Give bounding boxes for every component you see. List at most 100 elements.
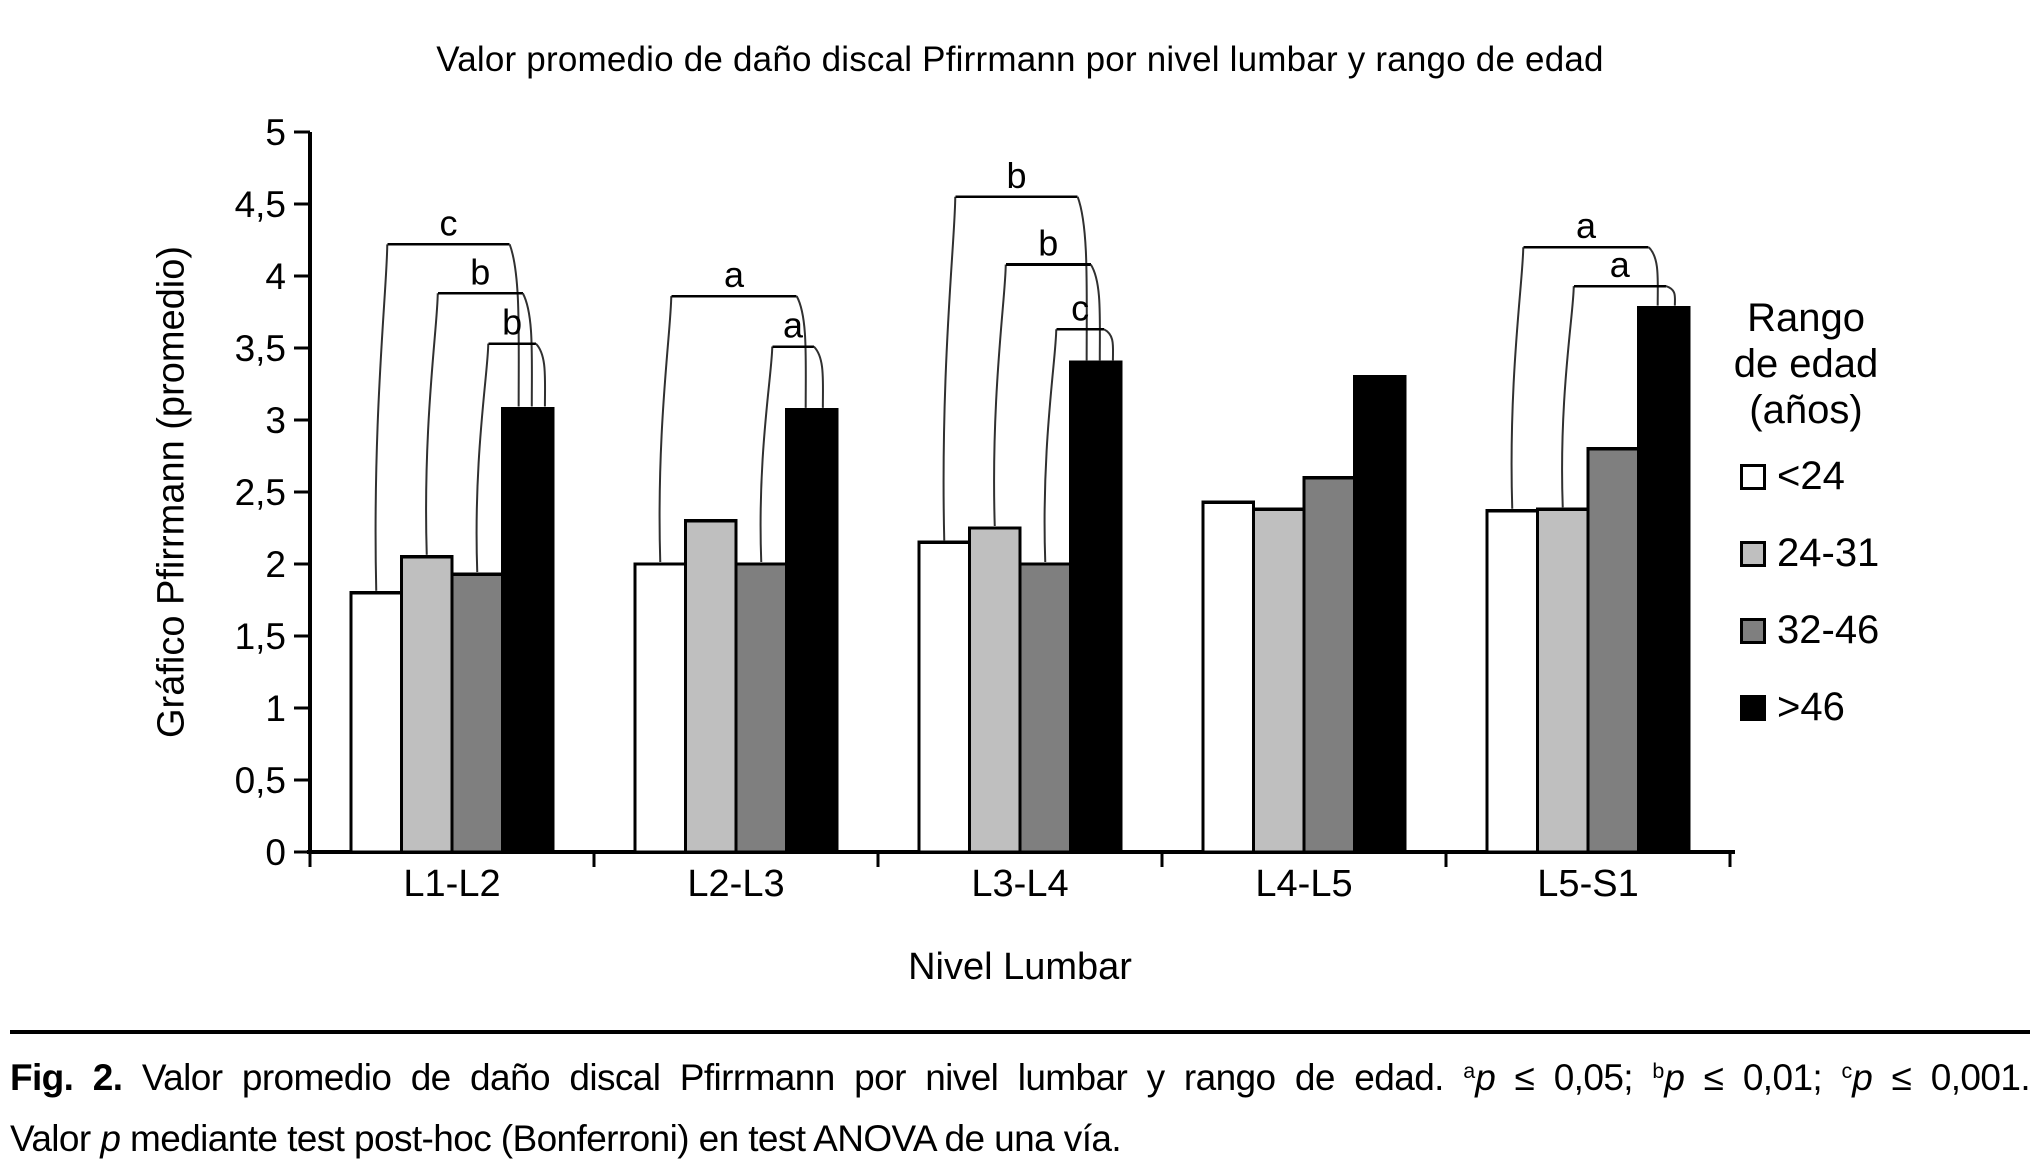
bracket-left-leg (1510, 247, 1525, 509)
caption-text-segment: Valor promedio de daño discal Pfirrmann … (122, 1057, 1464, 1098)
caption-text-segment: ≤ 0,001. (1872, 1057, 2031, 1098)
y-tick-label: 2,5 (235, 472, 286, 513)
y-tick-label: 2 (265, 544, 286, 585)
bracket-significance-label: a (1576, 205, 1597, 246)
legend-item-32-46: 32-46 (1740, 592, 1879, 669)
legend-item-24-31: 24-31 (1740, 515, 1879, 592)
legend-title-line: (años) (1749, 388, 1863, 432)
bracket-right-leg (1665, 285, 1677, 306)
legend-item-label: 24-31 (1777, 531, 1880, 575)
legend-title: Rango de edad (años) (1716, 295, 1896, 433)
bracket-right-leg (1647, 246, 1659, 306)
legend-item-label: >46 (1777, 685, 1845, 729)
pfirrmann-bar-chart: 0 0,5 1 1,5 2 2,5 3 3,5 4 4,5 5 L1-L2 L2-L3 L3-L4 L4-L… (235, 112, 1735, 905)
bracket-significance-label: b (1038, 222, 1058, 263)
caption-superscript: c (1841, 1059, 1853, 1084)
bracket-significance-label: a (1610, 244, 1631, 285)
y-tick-label: 5 (265, 112, 286, 153)
x-category-label: L5-S1 (1537, 863, 1638, 905)
caption-text-segment: p (1475, 1057, 1496, 1098)
bar-L5-S1-24-31 (1535, 507, 1590, 854)
bar-L4-L5-<24 (1201, 500, 1256, 854)
bracket-left-leg (425, 293, 439, 555)
bar-L4-L5-32-46 (1302, 475, 1357, 854)
bar-L3-L4-32-46 (1018, 562, 1073, 854)
bracket-right-leg (535, 342, 547, 407)
bar-L5-S1->46 (1636, 305, 1691, 854)
bar-L2-L3-24-31 (683, 519, 738, 854)
legend-swatch-icon (1740, 540, 1766, 567)
legend: Rango de edad (años) <24 24-31 32-46 >46 (1716, 295, 1916, 729)
bracket-significance-label: a (724, 254, 745, 295)
legend-item-label: <24 (1777, 454, 1845, 498)
bar-L3-L4->46 (1068, 360, 1123, 854)
caption-text-segment: p (1664, 1057, 1685, 1098)
bar-L4-L5->46 (1352, 375, 1407, 854)
bracket-right-leg (1076, 196, 1088, 361)
legend-swatch-icon (1740, 694, 1766, 721)
bracket-significance-label: b (502, 302, 522, 343)
bar-L5-S1-<24 (1485, 509, 1540, 854)
bracket-left-leg (1561, 286, 1575, 508)
bracket-right-leg (508, 243, 520, 407)
caption-text-segment: Valor (10, 1118, 101, 1159)
caption-text-segment: p (100, 1118, 121, 1159)
caption-superscript: b (1652, 1059, 1665, 1084)
legend-items: <24 24-31 32-46 >46 (1740, 438, 1879, 746)
bar-L1-L2->46 (500, 406, 555, 854)
x-category-label: L4-L5 (1255, 863, 1352, 905)
bracket-left-leg (1043, 329, 1058, 563)
y-tick-label: 0,5 (235, 760, 286, 801)
bracket-significance-label: a (783, 305, 804, 346)
bracket-significance-label: c (439, 202, 457, 243)
legend-swatch-icon (1740, 617, 1766, 644)
caption-text-segment: ≤ 0,01; (1684, 1057, 1842, 1098)
caption-text-segment: mediante test post-hoc (Bonferroni) en t… (120, 1118, 1122, 1159)
bar-L2-L3-<24 (633, 562, 688, 854)
y-tick-label: 4,5 (235, 184, 286, 225)
bar-L3-L4-<24 (917, 540, 972, 854)
caption-text-segment: ≤ 0,05; (1495, 1057, 1653, 1098)
bracket-significance-label: b (1006, 155, 1026, 196)
bar-L4-L5-24-31 (1251, 507, 1306, 854)
legend-item-<24: <24 (1740, 438, 1879, 515)
bracket-left-leg (374, 244, 389, 591)
y-tick-label: 1 (265, 688, 286, 729)
bracket-left-leg (759, 346, 774, 563)
x-axis-title: Nivel Lumbar (908, 946, 1132, 988)
x-category-label: L1-L2 (403, 863, 500, 905)
bracket-left-leg (993, 264, 1007, 527)
bar-L2-L3-32-46 (734, 562, 789, 854)
bar-L3-L4-24-31 (967, 526, 1022, 854)
legend-title-line: de edad (1733, 342, 1879, 386)
bar-L1-L2-32-46 (450, 572, 505, 854)
bar-L1-L2-24-31 (399, 555, 454, 854)
bracket-right-leg (813, 345, 824, 408)
chart-title: Valor promedio de daño discal Pfirrmann … (436, 40, 1604, 79)
legend-swatch-icon (1740, 463, 1766, 490)
bracket-left-leg (942, 196, 957, 541)
bracket-right-leg (1103, 328, 1115, 361)
y-tick-label: 1,5 (235, 616, 286, 657)
legend-title-line: Rango (1747, 296, 1865, 340)
bracket-significance-label: c (1071, 287, 1089, 328)
bracket-right-leg (795, 295, 807, 408)
bar-L2-L3->46 (784, 408, 839, 854)
caption-text-segment: p (1852, 1057, 1873, 1098)
bar-L1-L2-<24 (349, 591, 404, 854)
legend-item->46: >46 (1740, 669, 1879, 746)
bracket-left-leg (658, 296, 673, 563)
y-tick-label: 4 (265, 256, 286, 297)
caption-line-2: Valor p mediante test post-hoc (Bonferro… (10, 1111, 2030, 1164)
bar-L5-S1-32-46 (1586, 447, 1641, 854)
bracket-right-leg (1089, 263, 1101, 361)
bracket-significance-label: b (470, 251, 490, 292)
figure-caption: Fig. 2. Valor promedio de daño discal Pf… (10, 1050, 2031, 1164)
y-tick-label: 3,5 (235, 328, 286, 369)
x-category-label: L3-L4 (971, 863, 1068, 905)
y-tick-label: 3 (265, 400, 286, 441)
bracket-left-leg (475, 343, 490, 573)
x-category-label: L2-L3 (687, 863, 784, 905)
legend-item-label: 32-46 (1777, 608, 1880, 652)
